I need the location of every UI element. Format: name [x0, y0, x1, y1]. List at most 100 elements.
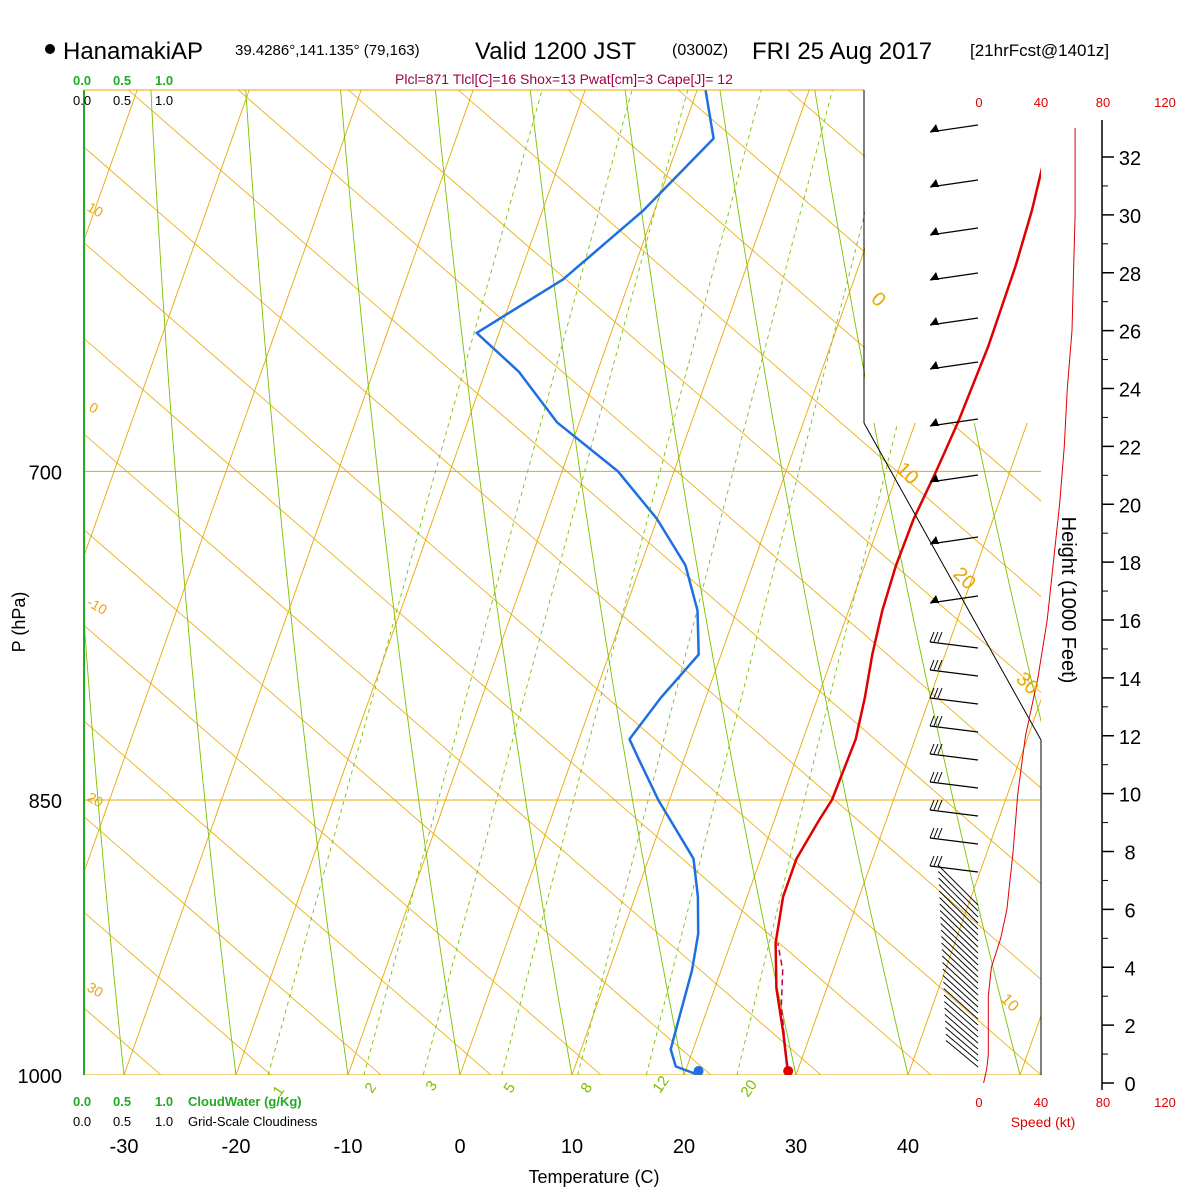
speed-tick-top-2: 80	[1096, 95, 1110, 110]
utc-time: (0300Z)	[672, 42, 728, 59]
isotherm-line	[0, 0, 508, 1075]
diagonal-line	[567, 90, 1041, 502]
forecast-info: [21hrFcst@1401z]	[970, 41, 1109, 60]
temperature-tick-label: -30	[110, 1136, 139, 1158]
mixing-ratio-line	[501, 90, 762, 1075]
diagonal-line	[237, 90, 1041, 789]
dry-adiabat	[245, 90, 349, 1075]
wind-barb	[937, 827, 943, 839]
isotherm-line	[459, 90, 810, 1075]
dry-adiabat	[814, 90, 1021, 1075]
cloud-scale-top-black-0: 0.0	[73, 93, 91, 108]
height-tick-label: 16	[1119, 611, 1141, 633]
wind-pennant	[930, 124, 939, 132]
valid-date: FRI 25 Aug 2017	[752, 38, 932, 65]
isotherm-line	[0, 0, 284, 1075]
wind-barb	[937, 799, 943, 811]
speed-profile	[983, 128, 1076, 1084]
wind-staff	[945, 1040, 979, 1068]
dry-adiabat	[1186, 0, 1200, 1158]
wind-staff	[944, 1014, 979, 1044]
wind-barb	[937, 659, 943, 671]
wind-barb	[933, 771, 939, 783]
wind-barb	[929, 799, 935, 811]
height-tick-label: 32	[1119, 148, 1141, 170]
cloud-scale-top-green-0: 0.0	[73, 73, 91, 88]
wind-barb	[929, 827, 935, 839]
height-tick-label: 0	[1124, 1074, 1135, 1096]
isotherm-label: 0	[87, 399, 102, 417]
isotherm-label: 30	[85, 979, 107, 1001]
wind-staff	[929, 781, 979, 789]
mixing-ratio-label: 8	[577, 1080, 596, 1097]
isotherm-label: 10	[85, 199, 107, 221]
diagonal-line	[347, 90, 1041, 693]
x-axis-title: Temperature (C)	[528, 1167, 659, 1187]
wind-pennant	[930, 317, 939, 325]
diagonal-line	[84, 1007, 162, 1075]
isotherm-label: 10	[997, 991, 1022, 1016]
dry-adiabat	[719, 90, 909, 1075]
cloud-scale-bottom-green-0: 0.0	[73, 1094, 91, 1109]
wind-barb	[933, 715, 939, 727]
temperature-tick-label: 30	[785, 1136, 807, 1158]
wind-staff	[929, 641, 979, 649]
speed-line	[983, 128, 1076, 1084]
diagonal-line	[84, 911, 272, 1075]
wind-barb	[937, 771, 943, 783]
isotherm-line	[123, 90, 474, 1075]
height-tick-label: 30	[1119, 206, 1141, 228]
height-axis-title: Height (1000 Feet)	[1057, 517, 1079, 684]
wind-staff	[944, 1020, 979, 1050]
wind-staff	[944, 1007, 979, 1038]
wind-staff	[929, 725, 979, 733]
wind-staff	[941, 949, 979, 984]
wind-pennant	[930, 418, 939, 426]
temperature-tick-label: 40	[897, 1136, 919, 1158]
wind-staff	[942, 968, 979, 1002]
station-dot-icon	[45, 44, 55, 54]
station-name: HanamakiAP	[63, 38, 203, 65]
dry-adiabat	[529, 90, 685, 1075]
wind-barb	[937, 631, 943, 643]
isotherm-label: 20	[85, 789, 107, 811]
dry-adiabat	[84, 614, 125, 1075]
wind-pennant	[930, 474, 939, 482]
parcel-trace	[777, 942, 789, 1075]
diagonal-line	[84, 337, 932, 1075]
diagonal-line	[1118, 90, 1200, 1075]
diagonal-line	[84, 529, 712, 1075]
diagonal-line	[84, 433, 822, 1075]
wind-barb	[937, 687, 943, 699]
wind-staff	[939, 910, 979, 948]
isotherm-line	[84, 90, 250, 558]
mixing-ratio-label: 12	[649, 1073, 672, 1096]
wind-staff	[942, 975, 979, 1008]
mixing-ratio-line	[363, 90, 633, 1075]
diagonal-line	[84, 816, 382, 1075]
wind-staff	[938, 884, 979, 924]
speed-tick-bottom-0: 0	[975, 1095, 982, 1110]
wind-barb	[929, 631, 935, 643]
cloud-scale-top-black-1: 0.5	[113, 93, 131, 108]
mixing-ratio-label: 2	[361, 1080, 380, 1097]
wind-staff	[945, 1033, 979, 1062]
cloud-scale-top-green-2: 1.0	[155, 73, 173, 88]
isotherm-line	[347, 90, 698, 1075]
diagonal-line	[457, 90, 1041, 598]
height-tick-label: 28	[1119, 264, 1141, 286]
wind-staff	[939, 903, 979, 942]
wind-staff	[937, 864, 979, 906]
dewpoint-trace	[475, 90, 715, 1075]
temperature-tick-label: -10	[334, 1136, 363, 1158]
surface-dewpoint-dot	[693, 1066, 704, 1075]
wind-barbs	[929, 124, 979, 1068]
mixing-ratio-line	[267, 90, 543, 1075]
height-tick-label: 10	[1119, 785, 1141, 807]
diagonal-frame	[863, 422, 1042, 741]
isotherm-line	[0, 0, 60, 1075]
upper-right-mask	[865, 90, 1045, 423]
wind-barb	[933, 799, 939, 811]
height-tick-label: 26	[1119, 322, 1141, 344]
wind-barb	[933, 659, 939, 671]
